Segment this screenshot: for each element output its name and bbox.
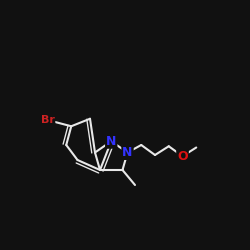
Text: Br: Br xyxy=(40,115,54,125)
Text: N: N xyxy=(122,146,133,159)
Text: N: N xyxy=(106,135,117,148)
Text: O: O xyxy=(177,150,188,163)
